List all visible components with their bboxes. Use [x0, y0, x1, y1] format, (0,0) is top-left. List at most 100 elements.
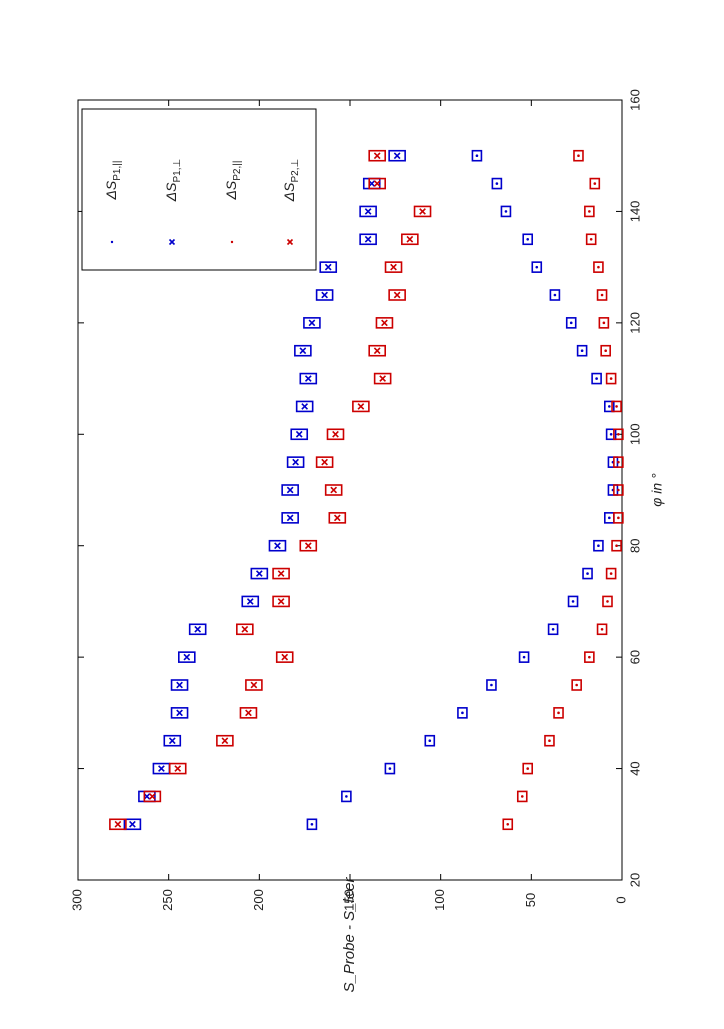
data-point-2	[557, 711, 560, 715]
data-point-0	[526, 237, 530, 241]
data-point-0	[522, 655, 526, 659]
data-point-0	[490, 683, 493, 687]
data-point-1	[299, 347, 307, 355]
x-tick-label: 80	[627, 538, 642, 552]
x-tick-label: 120	[627, 312, 642, 334]
data-point-1	[393, 152, 401, 160]
error-box	[589, 177, 601, 190]
data-point-1	[324, 263, 332, 271]
legend-label: ΔSP1,⊥	[163, 159, 183, 202]
y-tick-label: 0	[613, 896, 628, 903]
error-box	[236, 623, 254, 636]
error-box	[576, 344, 588, 357]
error-box	[600, 344, 611, 357]
data-point-3	[333, 514, 341, 522]
data-point-1	[364, 208, 372, 215]
error-box	[605, 372, 617, 385]
error-box	[547, 623, 559, 636]
data-point-2	[602, 321, 606, 325]
data-point-3	[332, 430, 339, 438]
data-point-1	[286, 514, 294, 522]
error-box	[598, 317, 610, 329]
error-box	[306, 818, 318, 831]
y-tick-label: 300	[69, 889, 84, 911]
y-tick-label: 50	[523, 893, 538, 907]
error-box	[486, 679, 497, 691]
data-point-0	[310, 822, 314, 826]
data-point-2	[577, 154, 580, 158]
legend-marker	[230, 240, 234, 244]
data-point-0	[597, 544, 600, 548]
data-point-2	[588, 655, 591, 659]
error-box	[328, 512, 347, 524]
error-box	[457, 707, 468, 719]
error-box	[413, 205, 432, 218]
data-point-2	[609, 572, 613, 575]
error-box	[299, 539, 318, 552]
error-box	[593, 261, 604, 273]
data-point-3	[277, 570, 285, 577]
error-box	[491, 177, 503, 190]
data-point-1	[286, 486, 294, 494]
error-box	[250, 567, 269, 580]
error-box	[518, 651, 530, 663]
data-point-2	[609, 377, 613, 380]
data-point-1	[176, 709, 183, 717]
data-point-1	[321, 291, 328, 299]
data-point-1	[295, 430, 303, 438]
data-point-3	[304, 542, 312, 550]
error-box	[245, 679, 263, 691]
data-point-1	[168, 737, 176, 745]
data-point-1	[176, 681, 183, 689]
error-box	[605, 567, 617, 580]
data-point-0	[535, 265, 539, 269]
data-point-3	[221, 737, 229, 745]
error-box	[281, 484, 299, 496]
error-box	[216, 734, 234, 747]
data-point-0	[461, 711, 464, 715]
error-box	[168, 762, 187, 775]
data-point-2	[617, 516, 620, 520]
error-box	[368, 149, 387, 162]
error-box	[359, 205, 377, 218]
data-point-3	[148, 793, 156, 800]
data-point-2	[615, 405, 618, 408]
data-point-0	[569, 321, 573, 325]
error-box	[611, 539, 622, 552]
data-point-1	[194, 625, 202, 633]
error-box	[531, 261, 543, 273]
data-point-2	[600, 627, 604, 631]
data-point-2	[575, 683, 578, 687]
data-point-0	[345, 795, 348, 798]
error-box	[272, 595, 290, 608]
data-point-0	[388, 767, 392, 770]
error-box	[573, 149, 584, 162]
error-box	[565, 317, 577, 329]
data-point-2	[617, 488, 620, 492]
data-point-3	[277, 598, 285, 605]
error-box	[373, 372, 392, 385]
error-box	[611, 400, 622, 413]
y-tick-label: 200	[251, 889, 266, 911]
error-box	[544, 734, 555, 747]
error-box	[591, 372, 602, 385]
data-point-1	[183, 653, 191, 661]
x-tick-label: 20	[627, 873, 642, 887]
x-tick-label: 100	[627, 423, 642, 445]
data-point-0	[609, 432, 613, 436]
error-box	[516, 790, 528, 803]
error-box	[188, 623, 207, 636]
data-point-3	[114, 820, 122, 828]
legend-marker	[168, 238, 176, 246]
error-box	[352, 400, 370, 413]
error-box	[384, 762, 396, 775]
y-axis-label: S_Probe - S_leer	[341, 876, 358, 992]
data-point-3	[241, 625, 249, 633]
error-box	[286, 456, 305, 468]
data-point-0	[504, 210, 508, 213]
legend-box	[81, 108, 317, 271]
error-box	[553, 707, 564, 719]
error-box	[241, 595, 260, 608]
data-point-2	[520, 795, 524, 798]
x-tick-label: 60	[627, 650, 642, 664]
